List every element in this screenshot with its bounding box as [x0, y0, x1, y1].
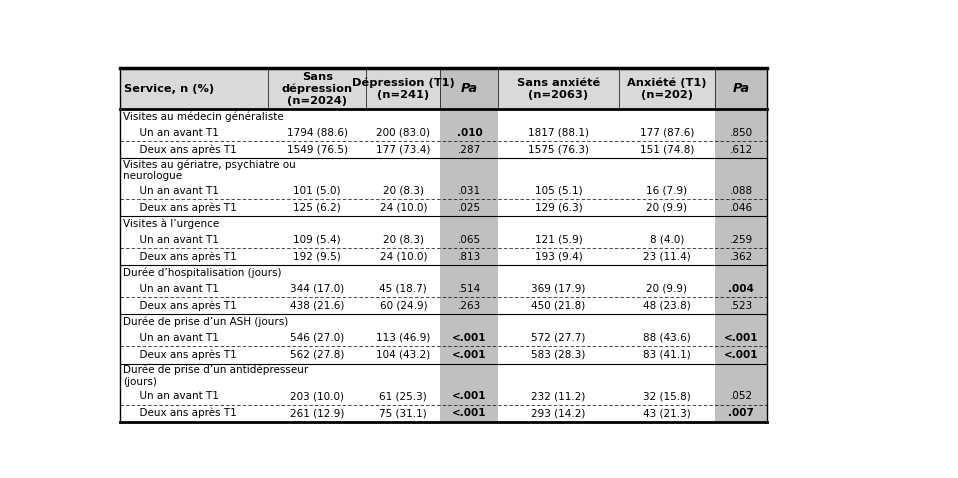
- Text: 105 (5.1): 105 (5.1): [535, 186, 582, 196]
- Text: 24 (10.0): 24 (10.0): [379, 203, 427, 213]
- Text: 32 (15.8): 32 (15.8): [643, 391, 691, 401]
- Text: Durée de prise d’un ASH (jours): Durée de prise d’un ASH (jours): [124, 317, 288, 327]
- Text: 200 (83.0): 200 (83.0): [376, 128, 430, 138]
- Bar: [441, 363, 498, 388]
- Text: 125 (6.2): 125 (6.2): [293, 203, 341, 213]
- Text: 438 (21.6): 438 (21.6): [290, 301, 345, 311]
- Text: .523: .523: [730, 301, 753, 311]
- Bar: [441, 141, 498, 158]
- Bar: [498, 68, 619, 109]
- Text: 177 (87.6): 177 (87.6): [640, 128, 695, 138]
- Text: Visites au gériatre, psychiatre ou
neurologue: Visites au gériatre, psychiatre ou neuro…: [124, 159, 296, 181]
- Bar: [716, 231, 767, 249]
- Text: .259: .259: [730, 235, 753, 245]
- Text: 101 (5.0): 101 (5.0): [293, 186, 341, 196]
- Text: 45 (18.7): 45 (18.7): [379, 284, 427, 294]
- Text: Durée d’hospitalisation (jours): Durée d’hospitalisation (jours): [124, 268, 282, 278]
- Text: Visites au médecin généraliste: Visites au médecin généraliste: [124, 111, 285, 122]
- Text: <.001: <.001: [724, 350, 759, 360]
- Text: 20 (8.3): 20 (8.3): [383, 186, 423, 196]
- Text: <.001: <.001: [452, 391, 487, 401]
- Text: .813: .813: [458, 252, 481, 262]
- Text: .046: .046: [730, 203, 753, 213]
- Text: 24 (10.0): 24 (10.0): [379, 252, 427, 262]
- Text: 261 (12.9): 261 (12.9): [290, 408, 345, 418]
- Bar: [716, 347, 767, 363]
- Text: 88 (43.6): 88 (43.6): [643, 333, 691, 343]
- Text: <.001: <.001: [724, 333, 759, 343]
- Bar: [716, 183, 767, 199]
- Bar: [716, 265, 767, 281]
- Text: .850: .850: [730, 128, 753, 138]
- Text: .007: .007: [728, 408, 754, 418]
- Text: Anxiété (T1)
(n=202): Anxiété (T1) (n=202): [627, 78, 707, 100]
- Text: Un an avant T1: Un an avant T1: [133, 128, 219, 138]
- Bar: [441, 405, 498, 422]
- Bar: [441, 158, 498, 183]
- Bar: [441, 68, 498, 109]
- Text: Un an avant T1: Un an avant T1: [133, 186, 219, 196]
- Bar: [716, 249, 767, 265]
- Bar: [716, 388, 767, 405]
- Bar: [441, 183, 498, 199]
- Bar: [441, 347, 498, 363]
- Text: 20 (9.9): 20 (9.9): [647, 203, 688, 213]
- Text: 48 (23.8): 48 (23.8): [643, 301, 691, 311]
- Text: 546 (27.0): 546 (27.0): [290, 333, 344, 343]
- Text: 1575 (76.3): 1575 (76.3): [528, 145, 589, 155]
- Text: 293 (14.2): 293 (14.2): [532, 408, 585, 418]
- Text: 1794 (88.6): 1794 (88.6): [286, 128, 348, 138]
- Text: 60 (24.9): 60 (24.9): [379, 301, 427, 311]
- Text: 562 (27.8): 562 (27.8): [290, 350, 345, 360]
- Bar: [716, 124, 767, 141]
- Bar: [441, 315, 498, 329]
- Text: Dépression (T1)
(n=241): Dépression (T1) (n=241): [352, 78, 455, 100]
- Text: .362: .362: [730, 252, 753, 262]
- Text: 129 (6.3): 129 (6.3): [535, 203, 582, 213]
- Text: 104 (43.2): 104 (43.2): [376, 350, 430, 360]
- Text: 151 (74.8): 151 (74.8): [640, 145, 695, 155]
- Text: .010: .010: [457, 128, 482, 138]
- Text: Un an avant T1: Un an avant T1: [133, 235, 219, 245]
- Text: Deux ans après T1: Deux ans après T1: [133, 350, 237, 360]
- Text: 43 (21.3): 43 (21.3): [643, 408, 691, 418]
- Bar: [619, 68, 716, 109]
- Bar: [716, 363, 767, 388]
- Text: 20 (9.9): 20 (9.9): [647, 284, 688, 294]
- Bar: [441, 388, 498, 405]
- Text: 16 (7.9): 16 (7.9): [647, 186, 688, 196]
- Text: .612: .612: [730, 145, 753, 155]
- Text: 369 (17.9): 369 (17.9): [532, 284, 585, 294]
- Text: Pa: Pa: [733, 82, 750, 95]
- Bar: [441, 329, 498, 347]
- Text: Un an avant T1: Un an avant T1: [133, 333, 219, 343]
- Text: 83 (41.1): 83 (41.1): [643, 350, 691, 360]
- Text: Deux ans après T1: Deux ans après T1: [133, 408, 237, 418]
- Text: 23 (11.4): 23 (11.4): [643, 252, 691, 262]
- Text: .065: .065: [458, 235, 481, 245]
- Bar: [716, 297, 767, 315]
- Bar: [441, 249, 498, 265]
- Text: 109 (5.4): 109 (5.4): [293, 235, 341, 245]
- Text: .514: .514: [458, 284, 481, 294]
- Bar: [716, 281, 767, 297]
- Text: 232 (11.2): 232 (11.2): [532, 391, 585, 401]
- Text: Sans
dépression
(n=2024): Sans dépression (n=2024): [282, 72, 353, 106]
- Bar: [716, 199, 767, 217]
- Bar: [441, 297, 498, 315]
- Text: Deux ans après T1: Deux ans après T1: [133, 301, 237, 311]
- Text: <.001: <.001: [452, 350, 487, 360]
- Bar: [716, 315, 767, 329]
- Bar: [716, 405, 767, 422]
- Bar: [441, 199, 498, 217]
- Text: 121 (5.9): 121 (5.9): [535, 235, 582, 245]
- Text: Visites à l’urgence: Visites à l’urgence: [124, 219, 219, 229]
- Text: 20 (8.3): 20 (8.3): [383, 235, 423, 245]
- Bar: [366, 68, 441, 109]
- Text: 8 (4.0): 8 (4.0): [650, 235, 684, 245]
- Text: Pa: Pa: [461, 82, 478, 95]
- Bar: [716, 109, 767, 124]
- Text: 203 (10.0): 203 (10.0): [290, 391, 344, 401]
- Text: 572 (27.7): 572 (27.7): [532, 333, 585, 343]
- Text: 61 (25.3): 61 (25.3): [379, 391, 427, 401]
